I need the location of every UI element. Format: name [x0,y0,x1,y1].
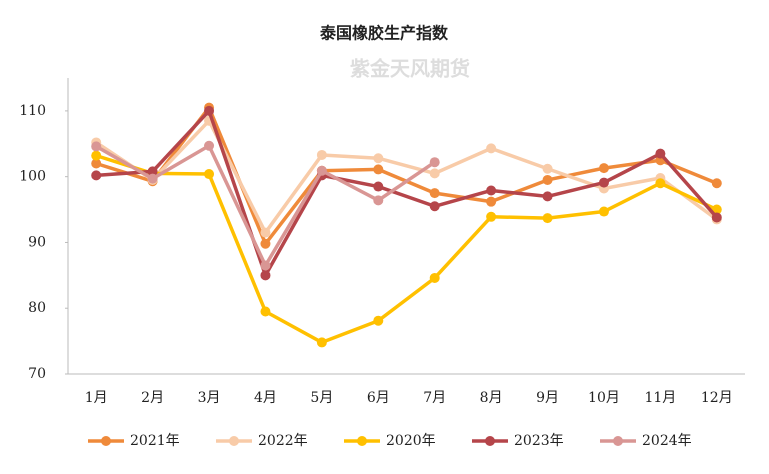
x-tick-label: 3月 [198,390,221,406]
y-tick-label: 70 [28,366,46,382]
point [373,164,384,175]
point [542,213,553,224]
point [486,185,497,196]
point [429,272,440,283]
x-tick-label: 8月 [480,390,503,406]
point [260,260,271,271]
y-tick-label: 80 [28,300,46,316]
point [486,211,497,222]
y-tick-label: 90 [28,234,46,250]
point [429,201,440,212]
point [316,149,327,160]
x-tick-label: 9月 [536,390,559,406]
x-tick-label: 2月 [141,390,164,406]
legend-marker [101,436,111,446]
series-line [96,109,719,278]
legend-marker [357,436,367,446]
point [91,150,102,161]
point [260,238,271,249]
series-line [95,119,718,235]
legend-label: 2022年 [258,433,308,449]
point [598,206,609,217]
point [260,306,271,317]
x-tick-label: 7月 [423,390,446,406]
point [711,178,722,189]
point [429,188,440,199]
y-tick-label: 110 [19,103,46,119]
point [542,163,553,174]
point [429,168,440,179]
point [655,148,666,159]
point [486,143,497,154]
point [373,153,384,164]
point [598,163,609,174]
point [147,173,158,184]
x-tick-label: 12月 [701,390,733,406]
x-tick-label: 5月 [310,390,333,406]
x-tick-label: 4月 [254,390,277,406]
legend-label: 2024年 [642,433,692,449]
point [147,166,158,177]
point [655,178,666,189]
point [204,140,215,151]
point [542,174,553,185]
point [260,227,271,238]
legend-marker [613,436,623,446]
point [91,170,102,181]
legend-marker [485,436,495,446]
x-tick-label: 11月 [644,390,676,406]
point [373,315,384,326]
point [91,158,102,169]
legend-label: 2023年 [514,433,564,449]
point [316,337,327,348]
chart-title: 泰国橡胶生产指数 [319,24,449,43]
point [429,157,440,168]
legend-label: 2021年 [130,433,180,449]
point [373,195,384,206]
x-tick-label: 10月 [588,390,620,406]
x-tick-label: 6月 [367,390,390,406]
series-line [95,105,718,246]
point [486,196,497,207]
point [260,270,271,281]
point [204,105,215,116]
point [598,177,609,188]
legend-label: 2020年 [386,433,436,449]
point [373,181,384,192]
point [204,169,215,180]
point [542,191,553,202]
watermark: 紫金天风期货 [350,57,470,81]
point [91,141,102,152]
point [711,212,722,223]
x-tick-label: 1月 [85,390,108,406]
series-line [95,153,718,345]
y-tick-label: 100 [19,169,46,185]
point [316,165,327,176]
legend-marker [229,436,239,446]
